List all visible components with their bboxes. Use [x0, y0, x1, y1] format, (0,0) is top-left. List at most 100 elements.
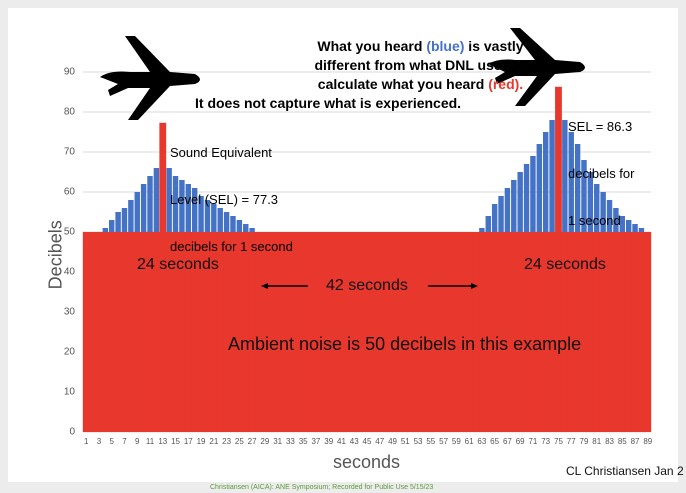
x-tick-label: 61	[465, 437, 474, 446]
bar	[242, 232, 250, 432]
x-tick-label: 27	[248, 437, 257, 446]
x-tick-label: 73	[541, 437, 550, 446]
x-tick-label: 57	[439, 437, 448, 446]
x-tick-label: 49	[388, 437, 397, 446]
bar	[325, 232, 333, 432]
bar	[529, 232, 537, 432]
x-tick-label: 59	[452, 437, 461, 446]
bar	[280, 232, 288, 432]
x-tick-label: 65	[490, 437, 499, 446]
x-tick-label: 75	[554, 437, 563, 446]
duration-label: 24 seconds	[137, 256, 219, 273]
gap-arrows	[261, 283, 478, 289]
title-line: different from what DNL uses to	[0, 57, 686, 74]
duration-label: 24 seconds	[524, 256, 606, 273]
sel-right: SEL = 86.3 decibels for 1 second	[568, 88, 634, 260]
bar	[535, 232, 543, 432]
bar	[318, 232, 326, 432]
y-tick-label: 80	[64, 107, 76, 118]
x-tick-label: 81	[592, 437, 601, 446]
bar	[459, 232, 467, 432]
x-tick-label: 41	[337, 437, 346, 446]
sel-left: Sound Equivalent Level (SEL) = 77.3 deci…	[170, 114, 293, 286]
bar	[516, 232, 524, 432]
bar	[255, 232, 262, 432]
annotation-line: decibels for	[568, 165, 635, 181]
bar	[191, 232, 199, 432]
x-tick-label: 33	[286, 437, 295, 446]
y-tick-label: 30	[64, 307, 76, 318]
bar	[235, 232, 243, 432]
bar	[344, 232, 352, 432]
y-tick-label: 60	[64, 187, 76, 198]
bar	[618, 232, 626, 432]
y-tick-label: 70	[64, 147, 76, 158]
bar	[484, 232, 492, 432]
x-tick-label: 15	[171, 437, 180, 446]
bar	[465, 232, 473, 432]
x-tick-label: 77	[567, 437, 576, 446]
gap-label: 42 seconds	[326, 277, 408, 294]
y-axis-label: Decibels	[45, 220, 66, 290]
bar	[548, 232, 556, 432]
bar	[542, 232, 550, 432]
x-tick-label: 29	[260, 437, 269, 446]
bar	[574, 232, 581, 432]
x-tick-label: 51	[401, 437, 410, 446]
bar	[108, 232, 116, 432]
bar	[350, 232, 358, 432]
title-part: (blue)	[426, 38, 465, 54]
title-part: (red).	[488, 76, 524, 92]
bar	[95, 232, 103, 432]
bar	[293, 232, 301, 432]
bar	[421, 232, 428, 432]
bar	[223, 232, 230, 432]
annotation-line: 1 second	[568, 212, 621, 228]
x-tick-label: 63	[477, 437, 486, 446]
bar	[101, 232, 109, 432]
bar	[382, 232, 390, 432]
bar	[389, 232, 396, 432]
x-tick-label: 13	[158, 437, 167, 446]
bar	[159, 122, 167, 433]
bar	[146, 232, 154, 432]
x-tick-label: 11	[146, 437, 155, 446]
y-tick-label: 0	[69, 427, 75, 438]
x-tick-label: 35	[299, 437, 308, 446]
x-tick-label: 47	[375, 437, 384, 446]
y-tick-label: 10	[64, 387, 76, 398]
y-tick-label: 20	[64, 347, 76, 358]
bar	[172, 232, 179, 432]
x-tick-label: 1	[84, 437, 89, 446]
bar	[567, 232, 575, 432]
annotation-line: Sound Equivalent	[170, 145, 272, 161]
bar	[331, 232, 339, 432]
x-tick-label: 25	[235, 437, 244, 446]
title-line: calculate what you heard (red).	[0, 76, 686, 93]
bar	[274, 232, 282, 432]
x-tick-label: 83	[605, 437, 614, 446]
x-tick-label: 9	[135, 437, 140, 446]
bar	[440, 232, 447, 432]
bar	[606, 232, 613, 432]
x-tick-label: 5	[109, 437, 114, 446]
bar	[644, 232, 652, 432]
bar	[229, 232, 237, 432]
x-tick-label: 87	[631, 437, 640, 446]
bar	[312, 232, 320, 432]
title-line: What you heard (blue) is vastly	[0, 38, 686, 55]
airplane-right	[488, 28, 585, 106]
bar	[414, 232, 422, 432]
bar	[612, 232, 620, 432]
x-tick-label: 19	[197, 437, 206, 446]
bar	[561, 232, 569, 432]
y-tick-label: 90	[64, 67, 76, 78]
bar	[401, 232, 409, 432]
bar	[197, 232, 205, 432]
bar	[248, 232, 256, 432]
bar	[357, 232, 365, 432]
bar	[306, 232, 313, 432]
y-tick-label: 50	[64, 227, 76, 238]
bar	[523, 232, 530, 432]
